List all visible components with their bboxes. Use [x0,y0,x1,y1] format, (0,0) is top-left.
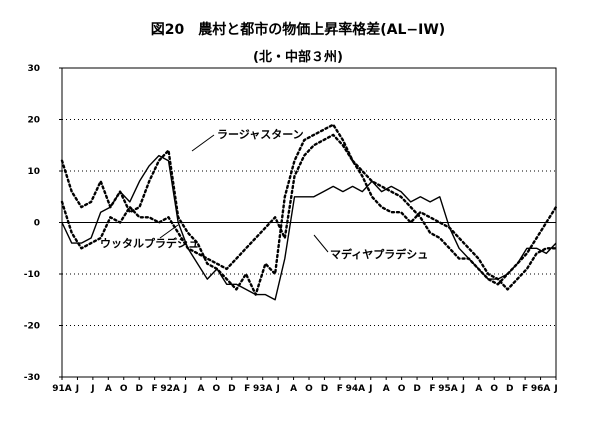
y-tick-label: -20 [24,322,40,332]
x-tick-label: O [490,384,498,394]
x-tick-label: J [75,384,79,394]
x-tick-label: 94A [346,384,366,394]
x-tick-label: 91A [52,384,72,394]
annotation-uttar-pradesh-leader [159,224,179,239]
x-tick-label: J [90,384,94,394]
series-line-1 [60,133,558,291]
x-tick-label: A [197,384,204,394]
series-line-0 [60,123,558,296]
x-tick-label: 92A [160,384,180,394]
x-tick-label: O [120,384,128,394]
annotation-uttar-pradesh: ウッタルプラデシュ [100,236,199,250]
y-tick-label: -30 [24,373,40,383]
x-tick-label: O [305,384,313,394]
x-tick-label: J [183,384,187,394]
y-tick-label: 0 [34,219,40,229]
x-tick-label: A [105,384,112,394]
x-tick-label: D [413,384,420,394]
x-tick-label: A [290,384,297,394]
x-tick-label: F [337,384,343,394]
x-tick-label: J [461,384,465,394]
annotation-madhya-pradesh-leader [313,234,329,253]
x-tick-label: D [321,384,328,394]
chart-title: 図20 農村と都市の物価上昇率格差(AL−IW) [151,21,445,38]
annotation-rajasthan-leader [191,134,215,152]
chart-subtitle: (北・中部３州) [253,49,343,65]
x-tick-label: 96A [531,384,551,394]
y-tick-label: 30 [27,64,40,74]
x-tick-label: O [398,384,406,394]
y-tick-label: 20 [27,116,40,126]
x-tick-label: F [244,384,250,394]
y-tick-label: 10 [27,167,40,177]
x-tick-label: D [506,384,513,394]
x-tick-label: J [553,384,557,394]
x-tick-label: D [135,384,142,394]
x-tick-label: 93A [253,384,273,394]
x-tick-label: D [228,384,235,394]
x-tick-label: J [275,384,279,394]
x-tick-label: O [213,384,221,394]
x-tick-label: F [522,384,528,394]
x-tick-label: J [368,384,372,394]
y-axis: 30 20 10 0 -10 -20 -30 [24,64,62,383]
annotation-rajasthan: ラージャスターン [217,128,304,141]
x-tick-label: F [429,384,435,394]
x-axis: 91A J J A O D F 92A J A O D F 93A J A O D F 94A J A O D F 95A J A O D… [52,377,558,394]
x-tick-label: A [475,384,482,394]
annotation-madhya-pradesh: マディヤプラデシュ [330,247,428,261]
series-line-2 [61,154,557,301]
x-tick-label: 95A [438,384,458,394]
x-tick-label: A [383,384,390,394]
y-tick-label: -10 [24,270,40,280]
data-series [60,123,558,301]
x-tick-label: F [152,384,158,394]
